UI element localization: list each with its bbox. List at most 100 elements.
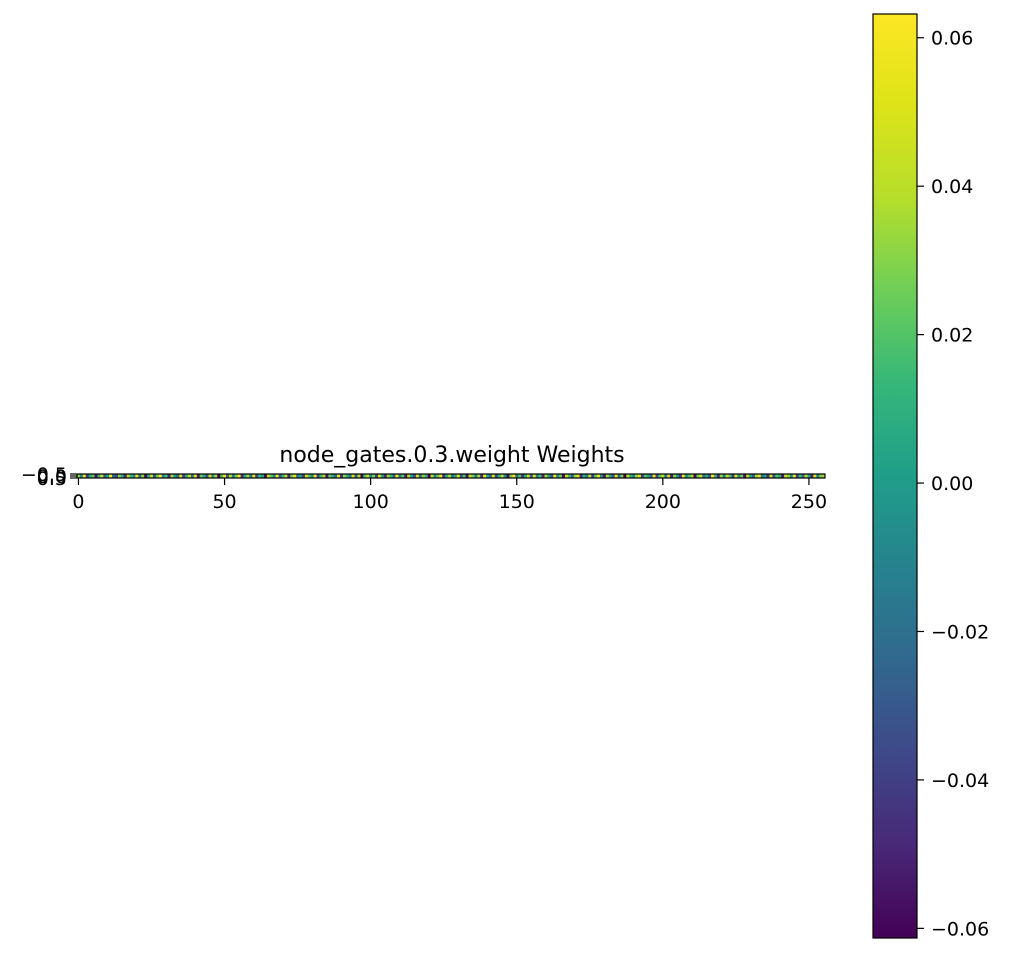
y-tick-label: −0.5 [21, 464, 67, 486]
heatmap-cell [804, 474, 808, 478]
heatmap-cell [722, 474, 727, 478]
heatmap-cell [126, 474, 130, 478]
heatmap-cell [88, 474, 93, 478]
heatmap-cell [120, 474, 125, 478]
heatmap-cell [602, 474, 607, 478]
heatmap-cell [380, 474, 385, 478]
colorbar-tick-label: −0.06 [931, 918, 989, 940]
heatmap-cell [123, 474, 128, 478]
heatmap-cell [541, 474, 545, 478]
heatmap-cell [518, 474, 522, 478]
heatmap-cell [345, 474, 350, 478]
heatmap-cell [711, 474, 715, 478]
heatmap-cell [649, 474, 654, 478]
chart-title: node_gates.0.3.weight Weights [279, 443, 624, 468]
heatmap-cell [778, 474, 782, 478]
heatmap-cell [684, 474, 689, 478]
heatmap-cell [296, 474, 300, 478]
colorbar-tick-label: −0.04 [931, 770, 989, 792]
heatmap-cell [179, 474, 183, 478]
heatmap-cell [760, 474, 765, 478]
colorbar [873, 14, 917, 938]
heatmap-cell [316, 474, 320, 478]
heatmap-cell [500, 474, 504, 478]
heatmap-cell [217, 474, 221, 478]
heatmap-cell [196, 474, 201, 478]
colorbar-axis: −0.06 −0.04 −0.02 0.00 0.02 0.04 0.06 [917, 28, 989, 940]
heatmap-cell [357, 474, 361, 478]
heatmap-cell [226, 474, 230, 478]
heatmap-cell [322, 474, 326, 478]
heatmap-cell [453, 474, 458, 478]
heatmap-cell [550, 474, 554, 478]
heatmap-cell [629, 474, 633, 478]
heatmap-cell [310, 474, 315, 478]
heatmap-cell [465, 474, 469, 478]
heatmap-cell [360, 474, 364, 478]
heatmap-cell [632, 474, 636, 478]
heatmap-cell [784, 474, 788, 478]
heatmap-cell [223, 474, 227, 478]
heatmap-cell [264, 474, 268, 478]
heatmap-cell [553, 474, 557, 478]
heatmap-cell [719, 474, 724, 478]
heatmap-cell [713, 474, 718, 478]
heatmap-cell [214, 474, 218, 478]
x-tick-label: 50 [212, 491, 236, 513]
heatmap-cell [339, 474, 344, 478]
colorbar-tick-label: 0.00 [931, 473, 973, 495]
heatmap-cell [202, 474, 206, 478]
heatmap [77, 474, 826, 478]
heatmap-cell [106, 474, 110, 478]
heatmap-cell [91, 474, 95, 478]
heatmap-cell [240, 474, 244, 478]
heatmap-cell [556, 474, 560, 478]
heatmap-cell [152, 474, 157, 478]
heatmap-cell [640, 474, 645, 478]
heatmap-cell [439, 474, 443, 478]
heatmap-cell [819, 474, 823, 478]
heatmap-cell [477, 474, 481, 478]
heatmap-cell [559, 474, 563, 478]
heatmap-cell [524, 474, 528, 478]
colorbar-tick-label: −0.02 [931, 621, 989, 643]
heatmap-cell [728, 474, 732, 478]
heatmap-cell [567, 474, 572, 478]
heatmap-cell [678, 474, 683, 478]
heatmap-cell [331, 474, 335, 478]
heatmap-cell [366, 474, 370, 478]
heatmap-cell [798, 474, 803, 478]
heatmap-cell [746, 474, 750, 478]
heatmap-cell [451, 474, 455, 478]
heatmap-cell [377, 474, 382, 478]
heatmap-cell [772, 474, 776, 478]
heatmap-cell [743, 474, 747, 478]
y-axis: −0.50.00.5 [21, 464, 77, 490]
heatmap-cell [795, 474, 800, 478]
heatmap-cell [445, 474, 449, 478]
heatmap-cell [231, 474, 236, 478]
heatmap-cell [646, 474, 651, 478]
heatmap-cell [404, 474, 408, 478]
y-tick-label: 0.5 [37, 468, 67, 490]
heatmap-cell [474, 474, 478, 478]
heatmap-cell [588, 474, 592, 478]
heatmap-cell [401, 474, 405, 478]
heatmap-cell [813, 474, 817, 478]
heatmap-cell [594, 474, 598, 478]
heatmap-cell [687, 474, 691, 478]
heatmap-cell [643, 474, 648, 478]
heatmap-cell [337, 474, 341, 478]
heatmap-cell [144, 474, 148, 478]
heatmap-cell [109, 474, 113, 478]
heatmap-cell [278, 474, 282, 478]
heatmap-cell [789, 474, 794, 478]
heatmap-cell [635, 474, 639, 478]
heatmap-cell [792, 474, 797, 478]
heatmap-cell [579, 474, 583, 478]
heatmap-cell [515, 474, 519, 478]
heatmap-cell [328, 474, 332, 478]
heatmap-cell [751, 474, 756, 478]
heatmap-cell [132, 474, 136, 478]
